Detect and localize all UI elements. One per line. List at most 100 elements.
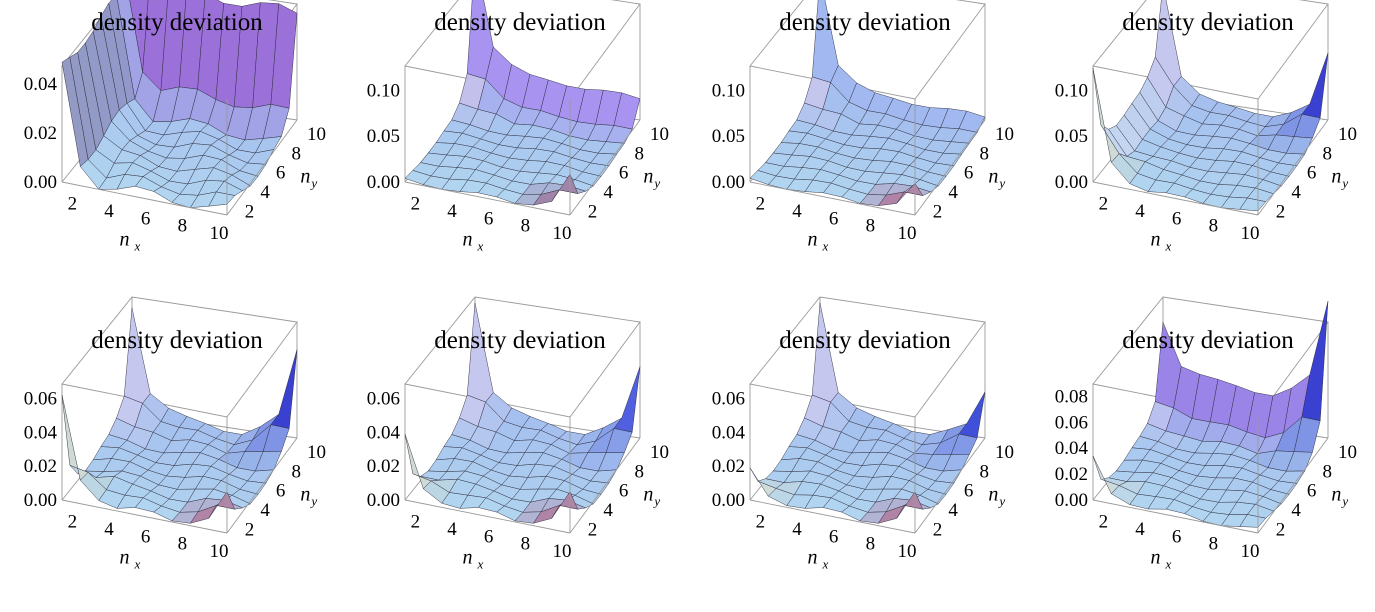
- y-axis-label-subscript: y: [997, 176, 1005, 191]
- y-tick-label: 8: [1322, 461, 1332, 482]
- z-tick-label: 0.04: [367, 422, 401, 443]
- x-tick-label: 4: [792, 201, 802, 222]
- x-axis-label-subscript: x: [477, 557, 484, 572]
- x-tick-label: 2: [756, 194, 766, 215]
- y-axis-label-subscript: y: [1340, 176, 1348, 191]
- z-tick-label: 0.05: [367, 126, 400, 147]
- y-axis-label: n: [300, 484, 310, 506]
- y-axis-label: n: [300, 166, 310, 188]
- y-tick-label: 2: [245, 201, 255, 222]
- z-tick-label: 0.05: [1055, 126, 1088, 147]
- y-axis-label-subscript: y: [309, 494, 317, 509]
- z-tick-label: 0.02: [367, 456, 400, 477]
- x-tick-label: 2: [68, 512, 78, 533]
- box-edge: [749, 499, 916, 534]
- y-tick-label: 4: [260, 182, 270, 203]
- y-tick-label: 6: [276, 481, 286, 502]
- z-tick-label: 0.00: [712, 172, 745, 193]
- x-axis-label-subscript: x: [477, 239, 484, 254]
- panel-title: density deviation: [779, 327, 951, 354]
- y-axis-label-subscript: y: [1340, 494, 1348, 509]
- y-tick-label: 2: [1276, 201, 1286, 222]
- y-tick-label: 8: [291, 143, 301, 164]
- y-axis-label-subscript: y: [309, 176, 317, 191]
- surface-cell: [208, 491, 236, 519]
- z-tick-label: 0.00: [1055, 490, 1088, 511]
- x-tick-label: 2: [68, 194, 78, 215]
- box-top: [749, 296, 986, 418]
- y-tick-label: 6: [1307, 163, 1317, 184]
- x-tick-label: 4: [1135, 201, 1145, 222]
- x-tick-label: 8: [178, 534, 188, 555]
- x-axis-label: n: [120, 547, 130, 569]
- y-tick-label: 10: [995, 442, 1014, 463]
- z-tick-label: 0.00: [367, 490, 400, 511]
- y-tick-label: 10: [650, 124, 669, 145]
- z-tick-label: 0.02: [712, 456, 745, 477]
- x-axis-label-subscript: x: [134, 239, 141, 254]
- z-tick-label: 0.04: [1055, 438, 1089, 459]
- x-tick-label: 2: [411, 512, 421, 533]
- y-tick-label: 10: [307, 124, 326, 145]
- y-axis-label-subscript: y: [652, 176, 660, 191]
- box-top: [1092, 0, 1329, 100]
- y-tick-label: 10: [1338, 442, 1357, 463]
- y-tick-label: 8: [979, 461, 989, 482]
- box-edge: [914, 437, 986, 534]
- z-tick-label: 0.06: [1055, 412, 1088, 433]
- x-tick-label: 4: [104, 519, 114, 540]
- x-axis-label: n: [1151, 547, 1161, 569]
- box-edge: [1257, 119, 1329, 216]
- panel-title: density deviation: [434, 327, 606, 354]
- x-tick-label: 2: [756, 512, 766, 533]
- x-tick-label: 6: [1172, 526, 1182, 547]
- panel-title: density deviation: [1122, 327, 1294, 354]
- x-tick-label: 10: [553, 541, 572, 562]
- box-edge: [1092, 499, 1259, 534]
- x-tick-label: 2: [1099, 194, 1109, 215]
- z-tick-label: 0.02: [24, 456, 57, 477]
- box-edge: [1257, 437, 1329, 534]
- x-tick-label: 10: [210, 223, 229, 244]
- panel-title: density deviation: [91, 9, 263, 36]
- surface-cell: [61, 394, 89, 481]
- surface-cell: [896, 491, 924, 519]
- y-tick-label: 6: [1307, 481, 1317, 502]
- surface-cell: [551, 491, 579, 519]
- y-tick-label: 8: [979, 143, 989, 164]
- surface-cell: [123, 307, 151, 404]
- box-edge: [404, 181, 571, 216]
- x-tick-label: 8: [866, 216, 876, 237]
- z-tick-label: 0.04: [24, 74, 58, 95]
- x-axis-label-subscript: x: [1165, 239, 1172, 254]
- z-tick-label: 0.00: [24, 172, 57, 193]
- panel-title: density deviation: [91, 327, 263, 354]
- z-tick-label: 0.02: [1055, 464, 1088, 485]
- box-edge: [914, 119, 986, 216]
- y-tick-label: 6: [619, 163, 629, 184]
- x-tick-label: 6: [484, 208, 494, 229]
- y-tick-label: 6: [964, 481, 974, 502]
- surface-cell: [404, 433, 432, 490]
- y-tick-label: 10: [995, 124, 1014, 145]
- x-tick-label: 6: [1172, 208, 1182, 229]
- y-tick-label: 4: [1291, 500, 1301, 521]
- z-tick-label: 0.06: [367, 388, 400, 409]
- box-edge: [226, 119, 298, 216]
- y-tick-label: 6: [619, 481, 629, 502]
- y-tick-label: 10: [650, 442, 669, 463]
- box-edge: [61, 499, 228, 534]
- z-tick-label: 0.02: [24, 123, 57, 144]
- z-tick-label: 0.04: [24, 422, 58, 443]
- x-axis-label-subscript: x: [134, 557, 141, 572]
- surface-cell: [1092, 68, 1120, 163]
- y-tick-label: 4: [1291, 182, 1301, 203]
- z-tick-label: 0.00: [1055, 172, 1088, 193]
- z-tick-label: 0.06: [712, 388, 745, 409]
- y-tick-label: 2: [588, 201, 598, 222]
- surface-cell: [896, 183, 924, 204]
